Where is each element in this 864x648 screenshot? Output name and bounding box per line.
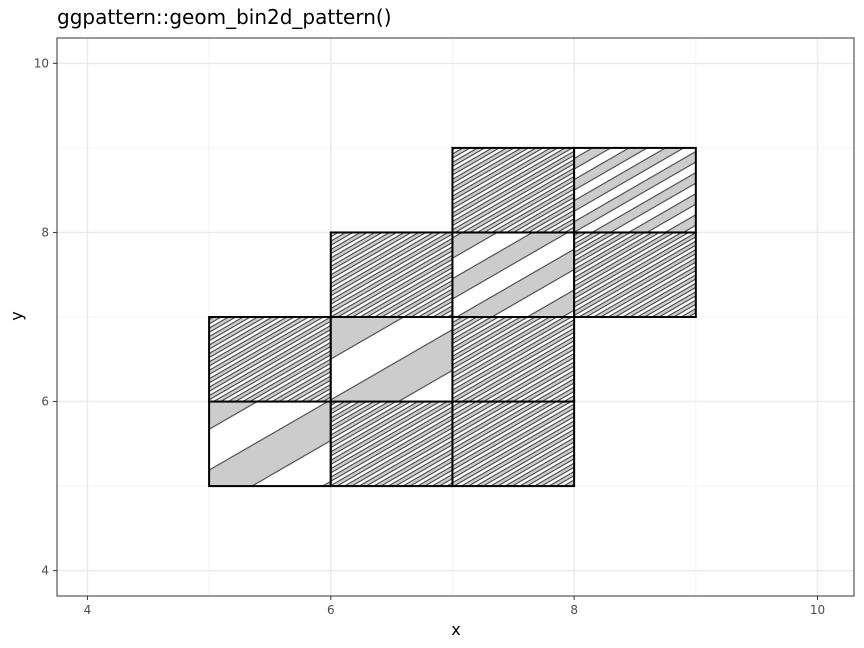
x-tick-label: 6 (327, 603, 335, 617)
bin-tile (329, 316, 454, 403)
bin-tile (329, 231, 454, 318)
y-axis-title: y (7, 311, 26, 320)
y-tick-label: 10 (34, 56, 49, 70)
bin-tile (208, 316, 332, 403)
chart-title: ggpattern::geom_bin2d_pattern() (57, 5, 392, 29)
bin-tile (573, 231, 697, 318)
x-tick-label: 10 (810, 603, 825, 617)
x-tick-label: 4 (84, 603, 92, 617)
y-tick-label: 8 (41, 225, 49, 239)
bin-tile (451, 231, 576, 318)
bin-tiles (208, 146, 697, 488)
bin-tile (451, 400, 576, 488)
y-tick-label: 4 (41, 564, 49, 578)
axes: 4 6 8 10 4 6 8 10 (34, 56, 825, 617)
bin-tile (208, 400, 332, 488)
bin-tile (573, 146, 697, 234)
panel-border (56, 37, 855, 597)
x-axis-title: x (451, 620, 460, 639)
x-tick-label: 8 (570, 603, 578, 617)
y-tick-label: 6 (41, 395, 49, 409)
bin-tile (451, 316, 576, 403)
bin-tile (329, 400, 454, 488)
bin-tile (451, 146, 576, 234)
